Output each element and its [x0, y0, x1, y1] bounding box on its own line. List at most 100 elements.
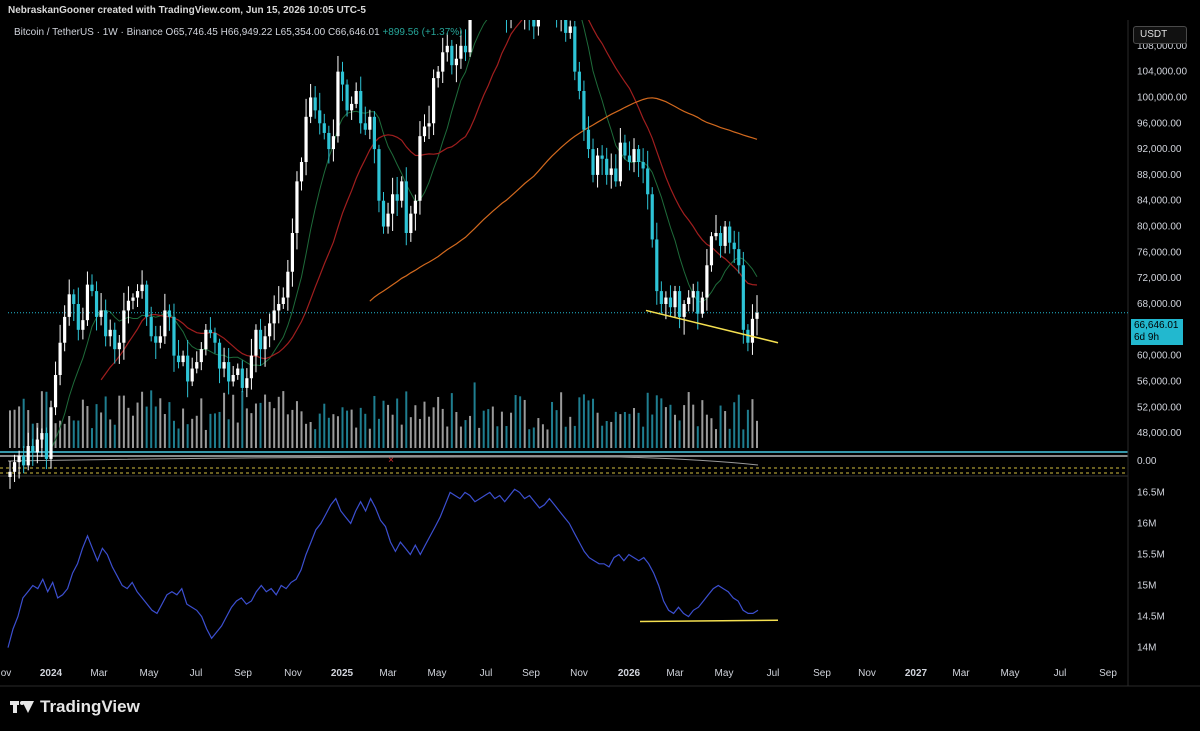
- candle-body: [67, 294, 71, 317]
- candle-body: [277, 304, 281, 311]
- candle-body: [222, 362, 226, 369]
- candle-body: [199, 349, 203, 363]
- indicator-line: [7, 488, 759, 648]
- candle-body: [432, 78, 436, 124]
- volume-bar: [163, 414, 166, 448]
- candle-body: [677, 291, 682, 317]
- candle-body: [641, 162, 645, 169]
- price-chart[interactable]: × 108,000.00 104,000.00 100,000.00 96,000.0…: [0, 20, 1200, 731]
- volume-bar: [227, 419, 230, 448]
- volume-bar: [660, 398, 663, 448]
- volume-bar: [318, 413, 321, 448]
- candle-body: [536, 20, 540, 27]
- time-tick-label: 2027: [905, 668, 928, 679]
- volume-bar: [154, 406, 157, 448]
- candle-body: [108, 329, 112, 337]
- volume-bar: [637, 412, 640, 448]
- volume-bar: [200, 398, 203, 448]
- candle-body: [313, 97, 317, 111]
- volume-bar: [701, 400, 704, 448]
- volume-bar: [560, 392, 563, 448]
- candle-body: [463, 45, 468, 53]
- volume-bar: [186, 424, 189, 448]
- candle-body: [618, 142, 622, 182]
- candle-body: [113, 329, 117, 350]
- volume-bar: [496, 426, 499, 448]
- candle-body: [154, 336, 158, 343]
- candle-body: [309, 97, 313, 117]
- candle-body: [236, 368, 240, 375]
- candle-body: [682, 304, 686, 317]
- volume-bar: [446, 426, 449, 448]
- candle-body: [272, 310, 276, 324]
- candle-body: [49, 407, 53, 459]
- volume-bar: [373, 395, 376, 448]
- indicator-trendline-segment: [639, 619, 779, 623]
- volume-bar: [601, 425, 604, 448]
- volume-bar: [432, 407, 435, 448]
- candle-body: [72, 294, 76, 304]
- volume-bar: [391, 414, 394, 448]
- candle-body: [609, 168, 613, 175]
- volume-bar: [491, 406, 494, 448]
- volume-bar: [368, 428, 371, 448]
- candle-body: [318, 110, 322, 124]
- time-tick-label: 2026: [618, 668, 641, 679]
- candle-body: [258, 329, 263, 350]
- candle-body: [732, 242, 736, 250]
- volume-bar: [418, 418, 421, 448]
- volume-bar: [40, 391, 43, 448]
- volume-bar: [300, 411, 303, 448]
- time-tick-label: ov: [1, 668, 12, 679]
- candle-body: [728, 226, 732, 243]
- volume-bar: [642, 426, 645, 448]
- time-tick-label: Mar: [666, 668, 684, 679]
- candle-body: [363, 123, 367, 130]
- volume-bar: [141, 391, 144, 448]
- volume-bar: [733, 402, 736, 448]
- ohlc-low: L65,354.00: [275, 27, 326, 38]
- volume-bar: [31, 423, 34, 448]
- volume-bar: [464, 420, 467, 448]
- candle-body: [377, 149, 381, 201]
- candle-body: [655, 239, 659, 292]
- candle-body: [299, 162, 304, 182]
- volume-bar: [578, 397, 581, 448]
- price-tick-label: 56,000.00: [1137, 376, 1182, 387]
- volume-bar: [314, 429, 317, 448]
- volume-bar: [336, 416, 339, 448]
- volume-bar: [332, 414, 335, 448]
- volume-bar: [537, 418, 540, 448]
- volume-bar: [441, 408, 444, 448]
- candle-body: [295, 181, 299, 233]
- tradingview-logo-icon: [10, 700, 34, 714]
- volume-bar: [728, 428, 731, 448]
- volume-bar: [63, 423, 66, 448]
- candle-body: [350, 103, 354, 111]
- volume-bar: [605, 421, 608, 448]
- price-axis[interactable]: 108,000.00 104,000.00 100,000.00 96,000.00 9…: [1137, 41, 1187, 467]
- candle-body: [213, 333, 217, 343]
- candle-body: [454, 58, 458, 66]
- candle-body: [418, 136, 422, 201]
- volume-bar: [286, 414, 289, 448]
- volume-bar: [746, 409, 749, 448]
- price-trendline[interactable]: [645, 309, 779, 344]
- candle-body: [145, 284, 149, 317]
- candle-body: [281, 297, 285, 304]
- time-axis[interactable]: ov 2024 Mar May Jul Sep Nov 2025 Mar May Jul Sep Nov…: [1, 668, 1118, 679]
- currency-button[interactable]: USDT: [1133, 26, 1187, 44]
- symbol-legend[interactable]: Bitcoin / TetherUS · 1W · Binance O65,74…: [14, 27, 463, 38]
- candle-body: [445, 45, 449, 53]
- candle-body: [126, 300, 131, 311]
- candle-body: [122, 310, 126, 343]
- candle-body: [605, 158, 609, 175]
- candle-body: [336, 71, 340, 137]
- volume-bar: [719, 405, 722, 448]
- candle-body: [181, 355, 185, 363]
- volume-bar: [355, 427, 358, 448]
- tradingview-brand[interactable]: TradingView: [10, 697, 140, 717]
- candle-body: [195, 362, 199, 369]
- candle-body: [8, 471, 12, 477]
- indicator-axis[interactable]: 16.5M 16M 15.5M 15M 14.5M 14M: [1137, 487, 1165, 653]
